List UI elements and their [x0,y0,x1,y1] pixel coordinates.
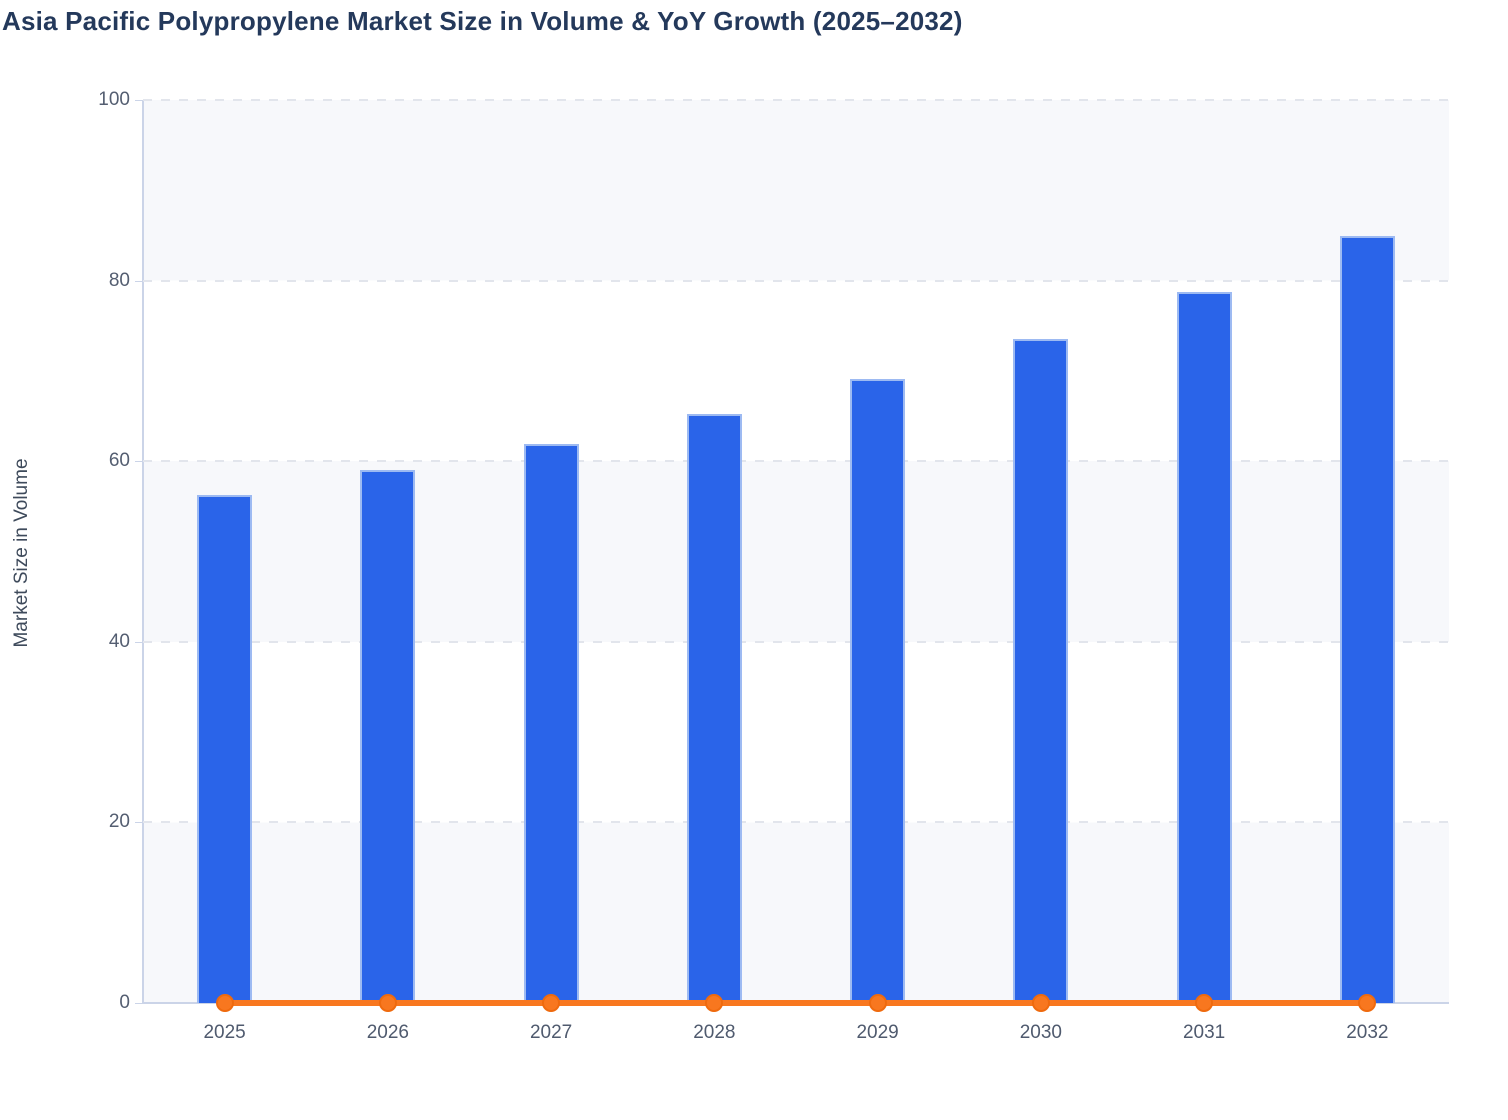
gridline-100 [143,99,1449,101]
bar-2030[interactable] [1013,339,1069,1003]
y-tick [135,100,143,101]
y-axis-line [142,100,144,1003]
x-axis-label-2026: 2026 [366,1022,410,1043]
x-axis-label-2028: 2028 [693,1022,736,1043]
y-axis-label: 80 [108,269,130,291]
gridline-40 [143,640,1449,643]
x-axis-label-2025: 2025 [203,1022,246,1043]
yoy-marker-2027[interactable] [542,994,561,1012]
y-axis-label: 60 [108,450,130,472]
bar-2027[interactable] [523,444,579,1003]
x-axis-label-2027: 2027 [529,1022,573,1043]
yoy-marker-2028[interactable] [705,994,724,1012]
gridline-80 [143,279,1449,282]
y-axis-label: 0 [119,992,130,1013]
y-tick [135,641,143,643]
x-axis-label-2031: 2031 [1182,1022,1226,1043]
bar-2031[interactable] [1176,292,1232,1003]
bar-2028[interactable] [686,414,742,1003]
yoy-marker-2026[interactable] [378,994,397,1012]
x-axis-label-2032: 2032 [1346,1022,1389,1043]
y-axis-label: 100 [98,89,130,110]
y-axis-label: 40 [108,630,130,652]
gridline-60 [143,460,1449,463]
x-axis-label-2029: 2029 [856,1022,899,1043]
chart-title: Asia Pacific Polypropylene Market Size i… [2,6,963,36]
y-axis-label: 20 [108,811,130,833]
yoy-marker-2032[interactable] [1358,994,1377,1012]
yoy-marker-2031[interactable] [1195,994,1214,1012]
bar-2026[interactable] [360,470,416,1003]
bar-2029[interactable] [850,379,906,1003]
yoy-marker-2025[interactable] [215,994,234,1012]
yoy-marker-2030[interactable] [1031,994,1050,1012]
yoy-marker-2029[interactable] [868,994,887,1012]
x-axis-label-2030: 2030 [1019,1022,1063,1043]
y-tick [135,461,143,463]
gridline-20 [143,821,1449,824]
yoy-growth-line[interactable] [224,1000,1368,1006]
y-tick [135,822,143,824]
y-tick [135,1003,143,1004]
bar-2025[interactable] [197,494,253,1003]
bar-2032[interactable] [1339,236,1395,1003]
y-tick [135,280,143,282]
plot-area [142,99,1449,1012]
y-axis-title: Market Size in Volume [11,458,32,648]
